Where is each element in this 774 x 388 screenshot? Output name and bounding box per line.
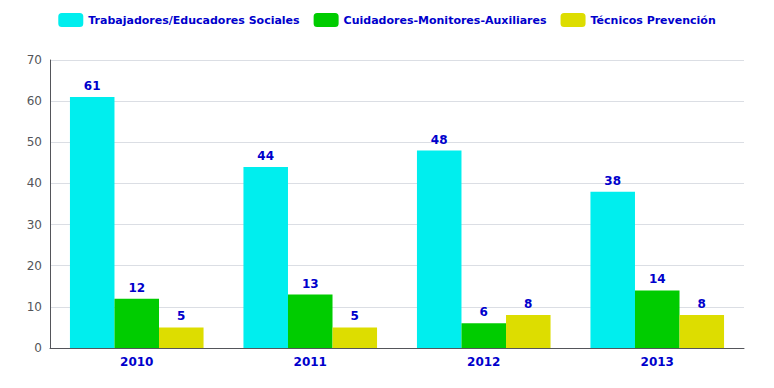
svg-text:13: 13 bbox=[302, 277, 319, 291]
svg-text:61: 61 bbox=[84, 79, 101, 93]
svg-text:Técnicos Prevención: Técnicos Prevención bbox=[591, 14, 716, 27]
svg-text:8: 8 bbox=[698, 297, 706, 311]
svg-text:0: 0 bbox=[34, 341, 42, 355]
svg-text:70: 70 bbox=[27, 53, 42, 67]
svg-text:48: 48 bbox=[431, 133, 448, 147]
svg-text:6: 6 bbox=[480, 305, 488, 319]
svg-text:60: 60 bbox=[27, 94, 42, 108]
svg-text:Cuidadores-Monitores-Auxiliare: Cuidadores-Monitores-Auxiliares bbox=[344, 14, 547, 27]
svg-text:30: 30 bbox=[27, 218, 42, 232]
svg-text:10: 10 bbox=[27, 300, 42, 314]
svg-text:8: 8 bbox=[524, 297, 532, 311]
svg-text:2013: 2013 bbox=[641, 355, 674, 369]
svg-text:2010: 2010 bbox=[120, 355, 153, 369]
svg-text:14: 14 bbox=[649, 272, 666, 286]
svg-text:40: 40 bbox=[27, 176, 42, 190]
svg-text:Trabajadores/Educadores Social: Trabajadores/Educadores Sociales bbox=[88, 14, 300, 27]
svg-text:5: 5 bbox=[177, 309, 185, 323]
svg-text:5: 5 bbox=[351, 309, 359, 323]
svg-text:44: 44 bbox=[257, 149, 274, 163]
svg-text:2011: 2011 bbox=[294, 355, 327, 369]
svg-text:20: 20 bbox=[27, 259, 42, 273]
svg-text:38: 38 bbox=[604, 174, 621, 188]
svg-text:50: 50 bbox=[27, 135, 42, 149]
svg-text:2012: 2012 bbox=[467, 355, 500, 369]
svg-text:12: 12 bbox=[128, 281, 145, 295]
